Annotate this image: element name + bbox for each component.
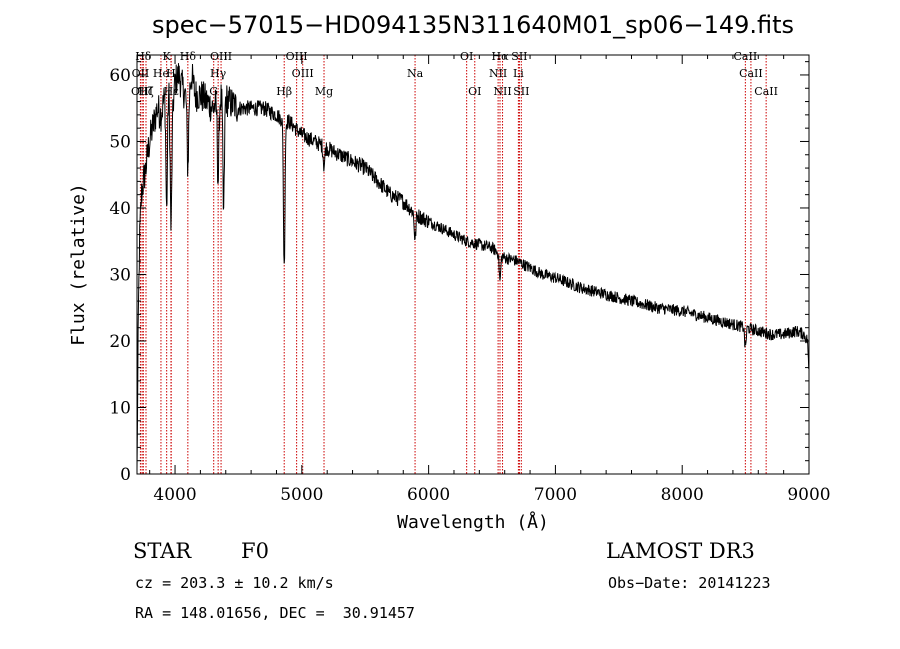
spectral-line-label: CaII [754, 85, 778, 98]
x-tick-label: 9000 [787, 485, 830, 505]
spectral-line-label: Hα [491, 50, 509, 63]
spectral-line-label: K [163, 50, 172, 63]
spectral-line-label: OIII [210, 50, 232, 63]
y-tick-label: 20 [109, 332, 131, 352]
y-tick-label: 50 [109, 132, 131, 152]
spectral-line-label: Hβ [276, 85, 292, 98]
spectral-line-label: SII [513, 85, 529, 98]
y-axis-label: Flux (relative) [68, 183, 89, 346]
spectral-line-label: NII [489, 67, 507, 80]
spectral-line-label: G [209, 85, 218, 98]
y-tick-label: 60 [109, 66, 131, 86]
observation-date: Obs−Date: 20141223 [608, 574, 771, 592]
x-tick-label: 4000 [153, 485, 196, 505]
spectral-line-label: OI [460, 50, 473, 63]
y-axis: 0 10 20 30 40 50 60 [109, 61, 809, 485]
spectral-line-label: SII [511, 50, 527, 63]
object-class: STAR [133, 539, 192, 563]
spectral-line-label: Mg [315, 85, 333, 98]
x-axis: 4000 5000 6000 7000 8000 9000 [149, 55, 831, 505]
y-tick-label: 40 [109, 199, 131, 219]
spectral-line-label: OIII [292, 67, 314, 80]
survey-name: LAMOST DR3 [606, 539, 755, 563]
spectral-line-label: Hζ [138, 85, 154, 98]
spectral-line-markers [139, 55, 767, 474]
y-tick-label: 10 [109, 398, 131, 418]
spectral-line-label: Li [513, 67, 524, 80]
spectral-line-label: OI [468, 85, 481, 98]
spectral-line-label: Hδ [135, 50, 152, 63]
y-tick-label: 0 [120, 465, 131, 485]
redshift-velocity: cz = 203.3 ± 10.2 km/s [135, 574, 334, 592]
spectral-line-label: OII [132, 67, 150, 80]
spectral-line-label: CaII [734, 50, 758, 63]
spectral-line-label: Na [407, 67, 424, 80]
chart-title: spec−57015−HD094135N311640M01_sp06−149.f… [152, 11, 794, 39]
x-tick-label: 5000 [280, 485, 323, 505]
x-tick-label: 8000 [661, 485, 704, 505]
spectral-line-label: NII [493, 85, 511, 98]
spectral-line-label: H [166, 67, 176, 80]
spectral-line-label: CaII [739, 67, 763, 80]
coordinates: RA = 148.01656, DEC = 30.91457 [135, 604, 415, 622]
spectral-line-label: Hδ [180, 50, 197, 63]
x-tick-label: 6000 [407, 485, 450, 505]
object-subclass: F0 [241, 539, 269, 563]
y-tick-label: 30 [109, 265, 131, 285]
spectrum-series-line [136, 63, 810, 469]
spectral-line-label: He [153, 67, 169, 80]
plot-frame [136, 54, 810, 475]
x-axis-label: Wavelength (Å) [397, 511, 549, 533]
spectral-line-label: Hγ [210, 67, 227, 80]
spectral-line-label: OIII [286, 50, 308, 63]
x-tick-label: 7000 [534, 485, 577, 505]
